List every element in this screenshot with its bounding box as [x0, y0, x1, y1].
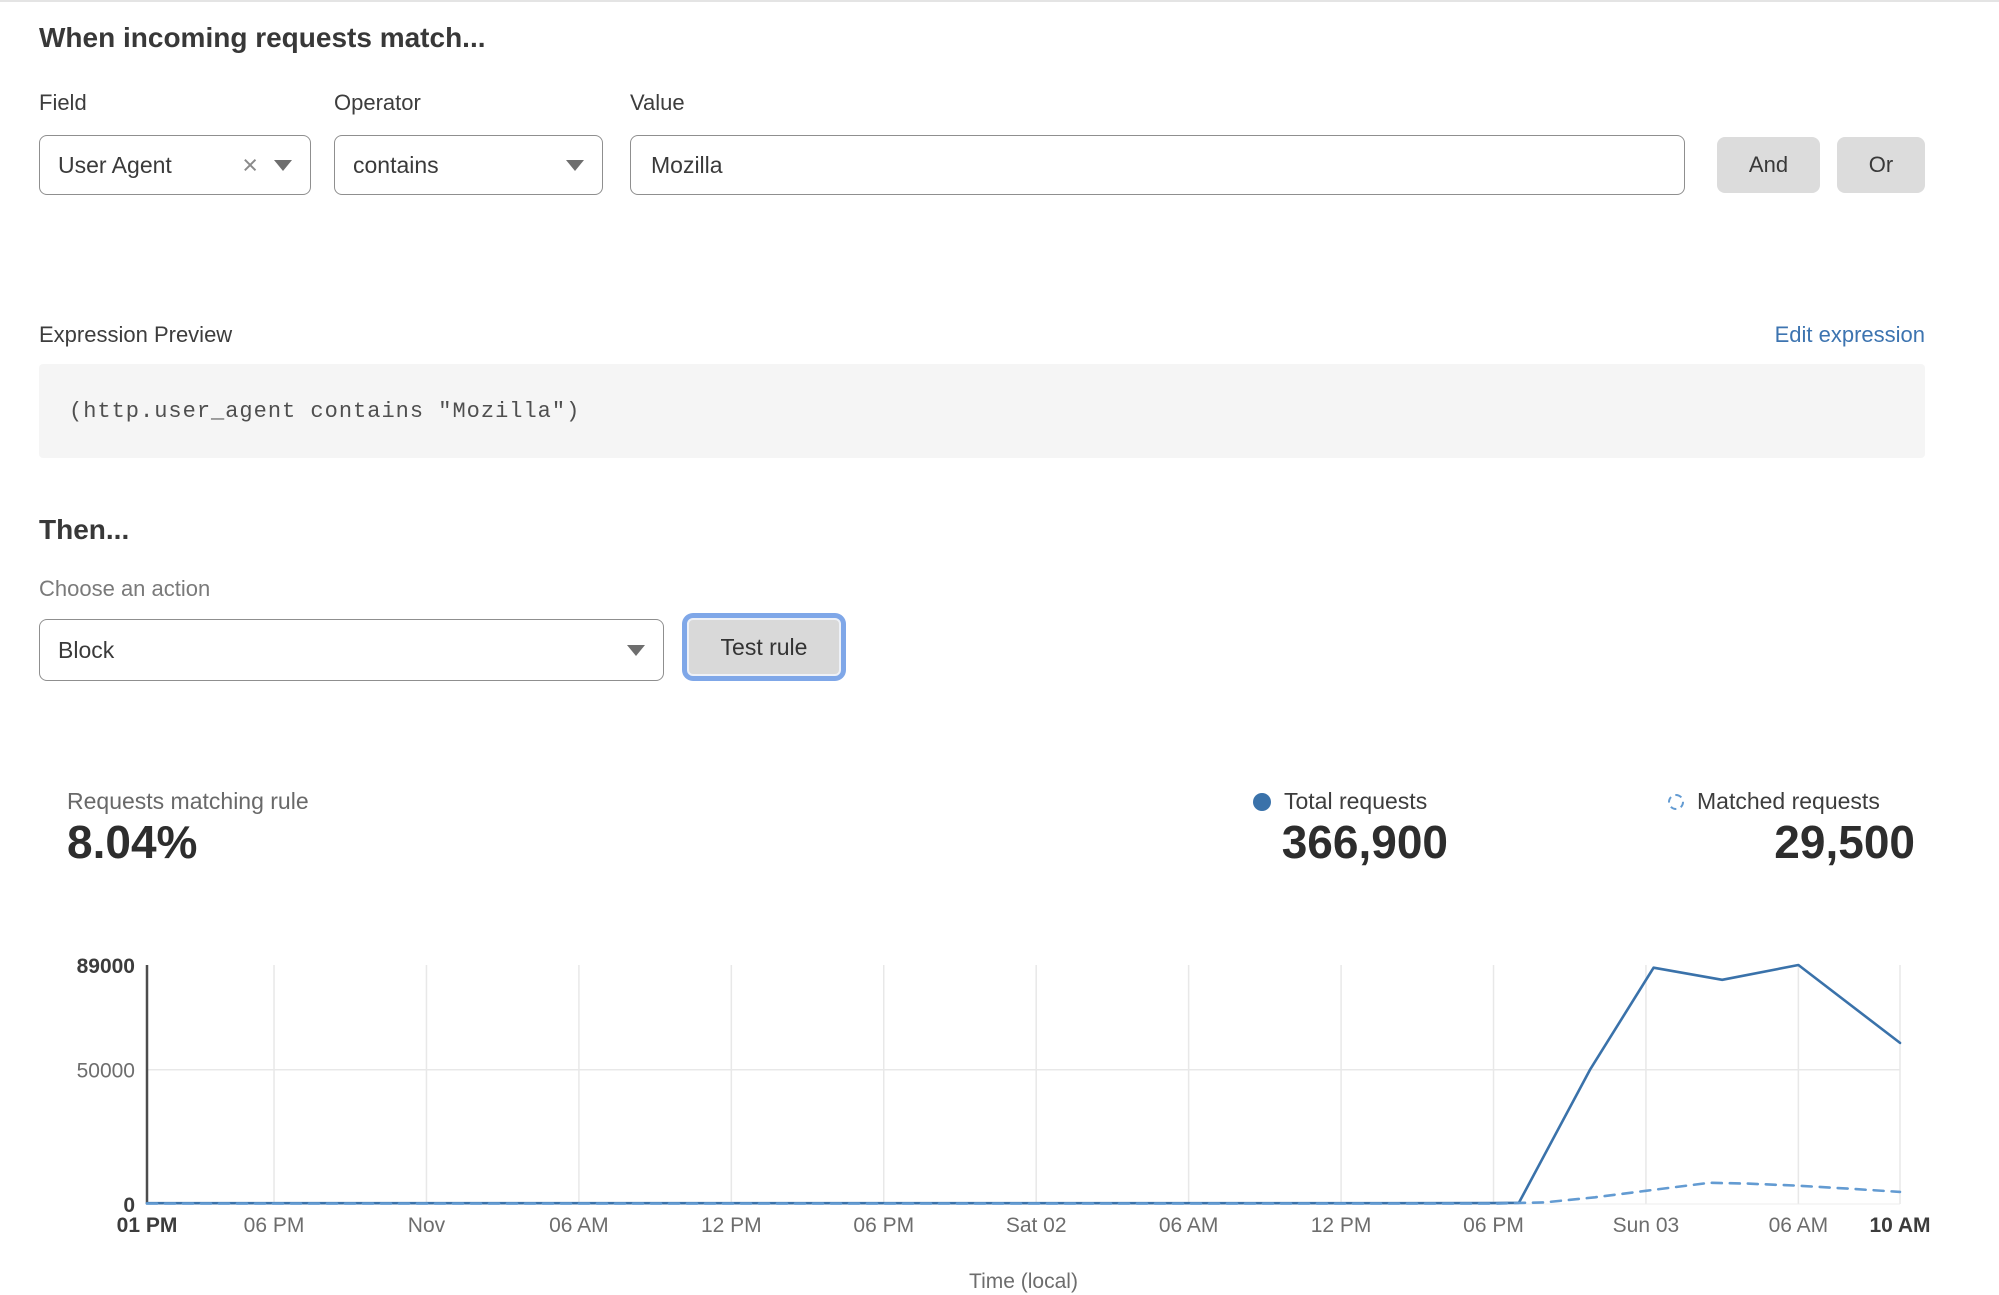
edit-expression-link[interactable]: Edit expression: [1774, 322, 1925, 347]
expression-code: (http.user_agent contains "Mozilla"): [69, 398, 581, 424]
requests-matching-label: Requests matching rule: [67, 788, 309, 814]
x-tick-label: 06 PM: [244, 1214, 305, 1237]
x-tick-label: Sat 02: [1006, 1214, 1067, 1237]
matched-requests-line: [145, 1181, 1902, 1205]
field-label: Field: [39, 90, 87, 115]
x-tick-label: 06 AM: [1159, 1214, 1219, 1237]
or-button[interactable]: Or: [1837, 137, 1925, 193]
x-tick-label: 06 PM: [1463, 1214, 1524, 1237]
y-tick-label: 89000: [77, 955, 135, 978]
x-tick-label: 06 AM: [549, 1214, 609, 1237]
y-tick-label: 0: [123, 1194, 135, 1217]
y-tick-label: 50000: [77, 1060, 135, 1083]
then-heading: Then...: [39, 514, 130, 545]
chevron-down-icon: [627, 644, 645, 656]
test-rule-button[interactable]: Test rule: [687, 618, 841, 676]
clear-field-icon[interactable]: ×: [242, 149, 258, 180]
x-tick-label: 12 PM: [1311, 1214, 1372, 1237]
chevron-down-icon: [274, 159, 292, 171]
when-match-heading: When incoming requests match...: [39, 22, 486, 53]
and-button[interactable]: And: [1717, 137, 1820, 193]
requests-time-series-chart: 89000 50000 001 PM 06 PM Nov 06 AM 12 PM 06 PM S…: [77, 955, 1931, 1293]
x-axis-title: Time (local): [969, 1270, 1078, 1293]
expression-preview-label: Expression Preview: [39, 322, 233, 347]
legend-matched-requests[interactable]: Matched requests: [1668, 788, 1880, 815]
matched-requests-value: 29,500: [1774, 816, 1915, 868]
field-select[interactable]: User Agent ×: [39, 135, 311, 195]
operator-select-value: contains: [353, 151, 439, 178]
x-tick-label: Sun 03: [1613, 1214, 1680, 1237]
operator-select[interactable]: contains: [334, 135, 603, 195]
value-input[interactable]: [630, 135, 1685, 195]
x-tick-label: 12 PM: [701, 1214, 762, 1237]
operator-label: Operator: [334, 90, 421, 115]
total-requests-label: Total requests: [1284, 788, 1428, 814]
action-select[interactable]: Block: [39, 619, 664, 681]
choose-action-label: Choose an action: [39, 576, 211, 601]
expression-code-block: (http.user_agent contains "Mozilla"): [39, 364, 1925, 458]
requests-matching-value: 8.04%: [67, 816, 198, 868]
matched-requests-dashed-circle-icon: [1668, 793, 1684, 810]
total-requests-dot-icon: [1253, 792, 1271, 811]
value-label: Value: [630, 90, 685, 115]
action-select-value: Block: [58, 636, 115, 663]
total-requests-value: 366,900: [1281, 816, 1448, 868]
legend-total-requests[interactable]: Total requests: [1253, 788, 1427, 815]
x-tick-label: Nov: [408, 1214, 446, 1237]
chevron-down-icon: [566, 159, 584, 171]
matched-requests-label: Matched requests: [1697, 788, 1880, 814]
x-tick-label: 10 AM: [1869, 1214, 1930, 1237]
x-tick-label: 06 PM: [853, 1214, 914, 1237]
total-requests-line: [145, 963, 1902, 1205]
field-select-value: User Agent: [58, 151, 172, 178]
x-tick-label: 06 AM: [1769, 1214, 1829, 1237]
x-tick-label: 01 PM: [117, 1214, 178, 1237]
